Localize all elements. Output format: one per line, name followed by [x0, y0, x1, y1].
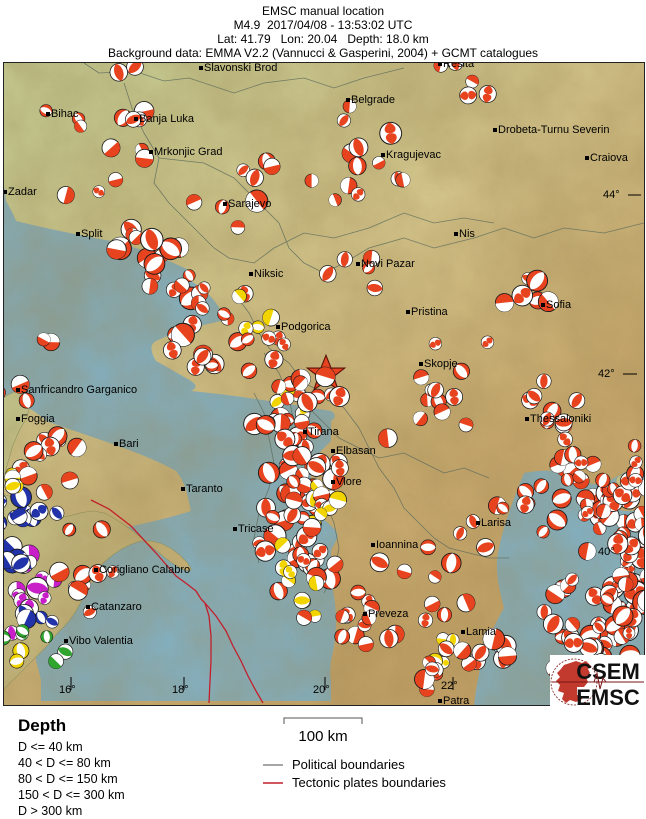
svg-text:Tectonic plates boundaries: Tectonic plates boundaries [292, 775, 446, 790]
svg-text:100 km: 100 km [298, 728, 347, 745]
svg-text:Political boundaries: Political boundaries [292, 757, 405, 772]
svg-text:CSEM: CSEM [576, 659, 640, 684]
